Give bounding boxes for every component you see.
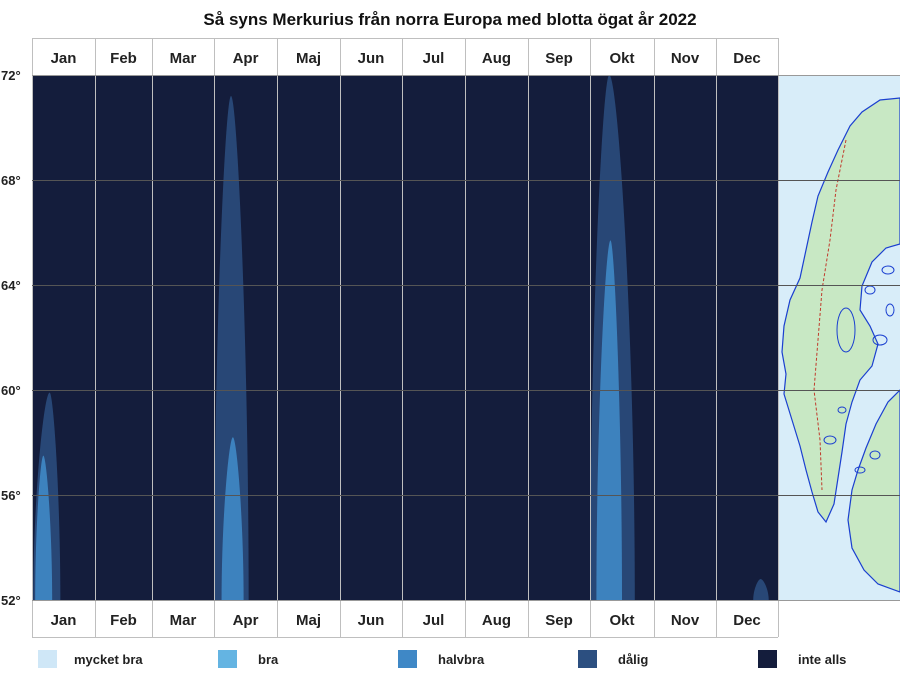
month-label-bottom-11: Dec — [733, 612, 761, 629]
month-label-top-3: Apr — [233, 50, 259, 67]
month-label-top-0: Jan — [51, 50, 77, 67]
map-lake-3 — [885, 303, 895, 317]
chart-title: Så syns Merkurius från norra Europa med … — [203, 10, 696, 29]
month-label-bottom-6: Jul — [423, 612, 445, 629]
legend-label-2: halvbra — [438, 652, 485, 667]
lat-tick-label-0: 72° — [1, 68, 21, 83]
month-label-top-1: Feb — [110, 50, 137, 67]
month-label-top-4: Maj — [296, 50, 321, 67]
map-lake-4 — [823, 435, 837, 445]
map-lake-8 — [869, 450, 881, 460]
grid — [32, 38, 900, 638]
month-label-top-11: Dec — [733, 50, 761, 67]
month-label-bottom-2: Mar — [170, 612, 197, 629]
lat-tick-label-5: 52° — [1, 593, 21, 608]
legend: mycket bra bra halvbra dålig inte alls — [38, 650, 846, 668]
map-lake-0 — [836, 307, 856, 353]
lat-tick-label-2: 64° — [1, 278, 21, 293]
map-lake-5 — [854, 466, 866, 474]
legend-label-1: bra — [258, 652, 279, 667]
legend-label-0: mycket bra — [74, 652, 143, 667]
map-land — [781, 97, 900, 524]
month-label-top-7: Aug — [482, 50, 511, 67]
legend-label-4: inte alls — [798, 652, 846, 667]
month-label-bottom-3: Apr — [233, 612, 259, 629]
month-label-top-5: Jun — [358, 50, 385, 67]
legend-swatch-2 — [398, 650, 417, 668]
visibility-region-6 — [753, 579, 769, 600]
month-label-top-6: Jul — [423, 50, 445, 67]
legend-swatch-3 — [578, 650, 597, 668]
visibility-region-2 — [214, 96, 249, 600]
month-label-bottom-9: Okt — [609, 612, 634, 629]
visibility-region-1 — [35, 455, 53, 600]
visibility-regions — [33, 75, 769, 600]
lat-tick-label-1: 68° — [1, 173, 21, 188]
map-lake-6 — [881, 265, 895, 275]
map-lake-1 — [872, 334, 888, 346]
month-label-top-8: Sep — [545, 50, 573, 67]
map-lake-7 — [837, 406, 847, 414]
month-label-bottom-7: Aug — [482, 612, 511, 629]
month-label-top-2: Mar — [170, 50, 197, 67]
month-label-bottom-1: Feb — [110, 612, 137, 629]
map-border — [813, 139, 847, 491]
month-label-bottom-5: Jun — [358, 612, 385, 629]
month-label-bottom-4: Maj — [296, 612, 321, 629]
visibility-region-5 — [596, 240, 622, 600]
map-land-east — [847, 389, 900, 593]
month-label-bottom-10: Nov — [671, 612, 700, 629]
plot-background — [32, 75, 778, 600]
legend-swatch-4 — [758, 650, 777, 668]
legend-swatch-0 — [38, 650, 57, 668]
legend-swatch-1 — [218, 650, 237, 668]
lat-tick-label-4: 56° — [1, 488, 21, 503]
lat-tick-label-3: 60° — [1, 383, 21, 398]
month-label-bottom-8: Sep — [545, 612, 573, 629]
month-label-bottom-0: Jan — [51, 612, 77, 629]
month-label-top-10: Nov — [671, 50, 700, 67]
month-label-top-9: Okt — [609, 50, 634, 67]
legend-label-3: dålig — [618, 652, 648, 667]
scandinavia-map — [778, 75, 900, 600]
visibility-region-3 — [221, 437, 244, 600]
